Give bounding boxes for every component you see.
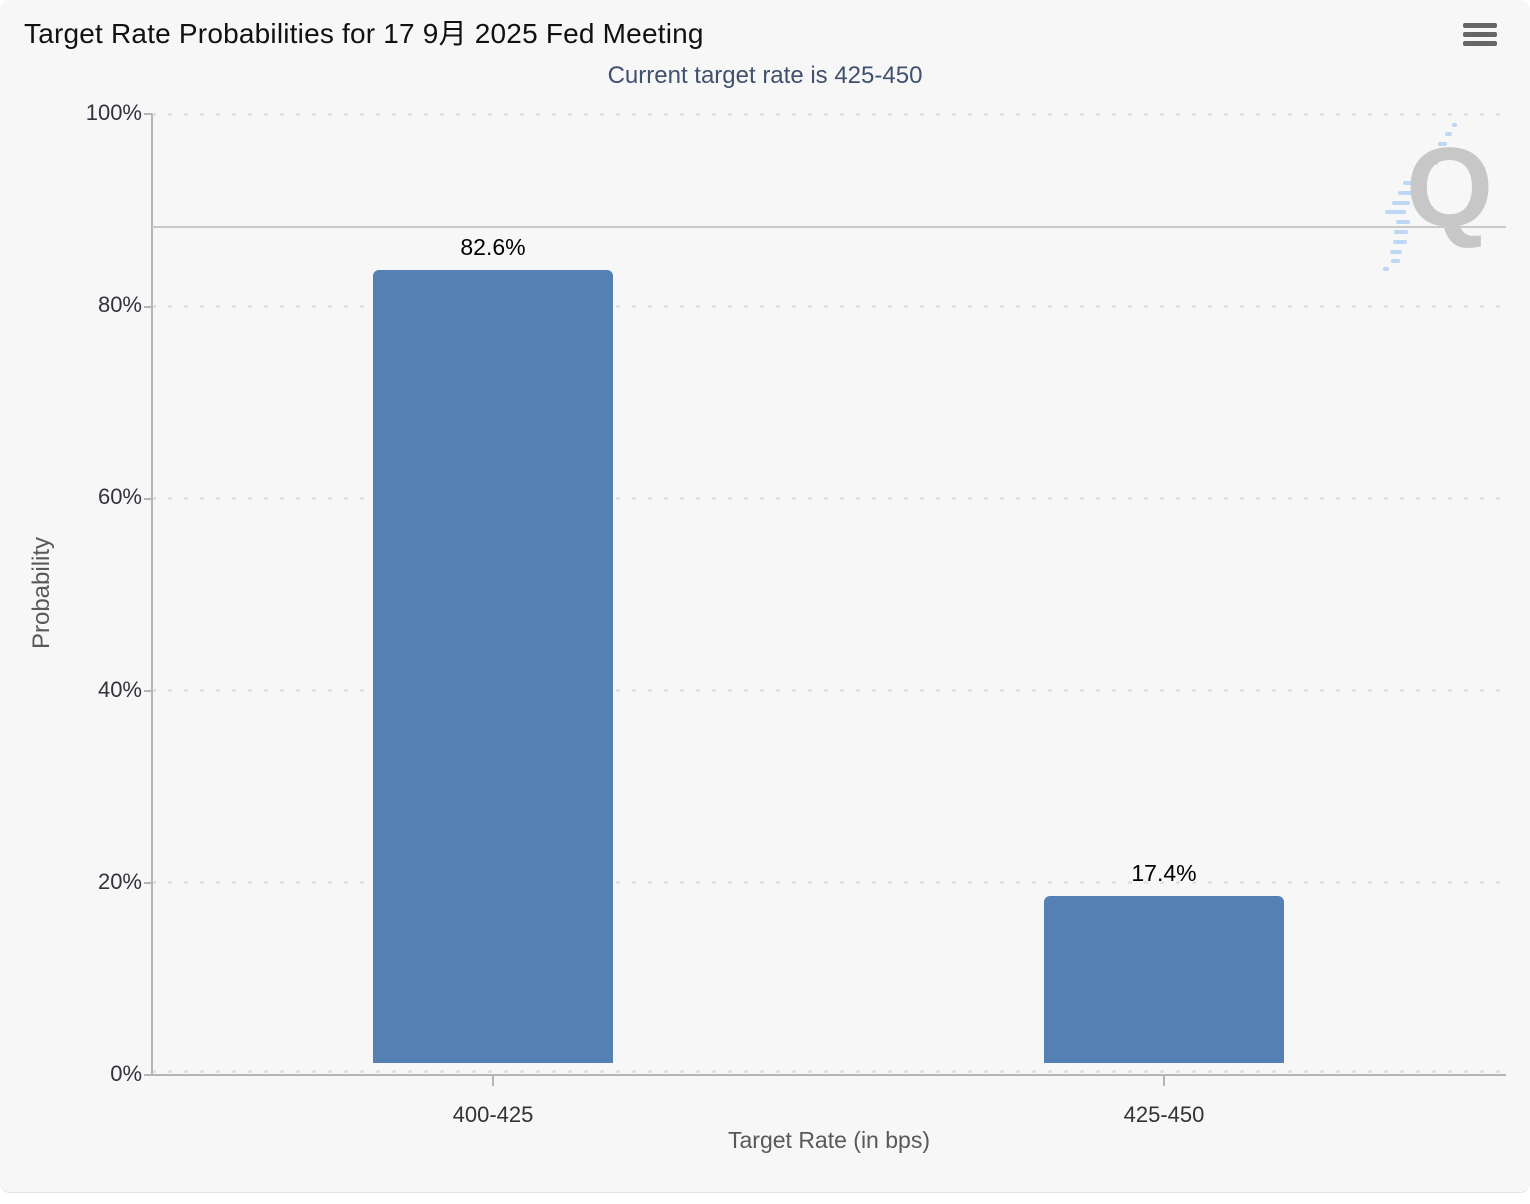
- bar-data-label: 17.4%: [1131, 860, 1197, 886]
- x-tick: [492, 1076, 494, 1086]
- y-tick: [144, 498, 152, 500]
- x-axis-label: 400-425: [452, 1102, 534, 1127]
- x-axis-title: Target Rate (in bps): [728, 1127, 930, 1153]
- y-axis-label: 100%: [85, 100, 142, 125]
- y-tick: [144, 690, 152, 692]
- gridline-40: [152, 689, 1506, 692]
- bar-column-425-450: 17.4%: [1044, 860, 1284, 1063]
- chart-subtitle: Current target rate is 425-450: [607, 62, 923, 89]
- gridline-60: [152, 497, 1506, 500]
- x-axis-label: 425-450: [1123, 1102, 1205, 1127]
- y-axis-label: 60%: [97, 484, 142, 509]
- watermark-q-logo: Q: [1406, 125, 1494, 250]
- y-axis-label: 80%: [97, 292, 142, 317]
- bar-data-label: 82.6%: [460, 234, 526, 260]
- plotline: [152, 226, 1506, 228]
- x-axis-line: [151, 1074, 1506, 1076]
- gridline-80: [152, 305, 1506, 308]
- bar-400-425[interactable]: [373, 270, 613, 1063]
- y-tick: [144, 882, 152, 884]
- y-axis-label: 0%: [110, 1061, 142, 1086]
- chart-context-menu-button[interactable]: [1458, 17, 1502, 51]
- hamburger-icon: [1463, 22, 1497, 46]
- y-axis-label: 20%: [97, 869, 142, 894]
- gridline-100: [152, 113, 1506, 116]
- y-tick: [144, 113, 152, 115]
- bar-column-400-425: 82.6%: [373, 234, 613, 1063]
- y-tick: [144, 306, 152, 308]
- y-axis-label: 40%: [97, 677, 142, 702]
- bar-425-450[interactable]: [1044, 896, 1284, 1063]
- chart-title: Target Rate Probabilities for 17 9月 2025…: [24, 18, 704, 49]
- gridline-20: [152, 881, 1506, 884]
- y-axis-title: Probability: [28, 536, 55, 650]
- y-tick: [144, 1074, 152, 1076]
- gridline-0: [152, 1070, 1506, 1073]
- x-tick: [1163, 1076, 1165, 1086]
- y-axis-line: [151, 114, 153, 1076]
